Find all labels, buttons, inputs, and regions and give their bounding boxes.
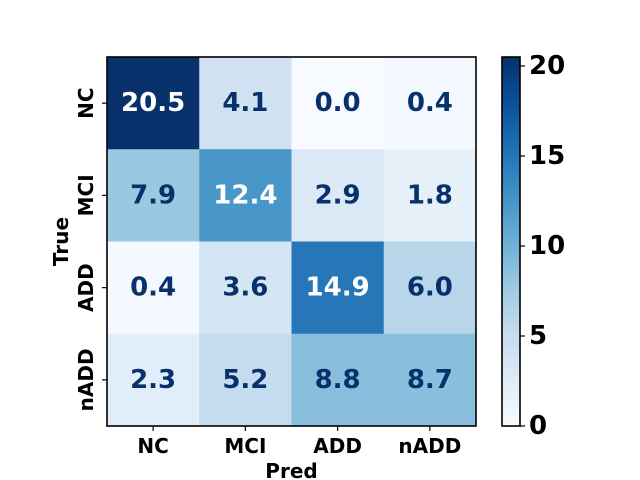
x-tick-label: ADD [313, 434, 362, 458]
heatmap-cell [383, 57, 477, 150]
cell-value-label: 5.2 [222, 365, 268, 395]
x-axis-label: Pred [265, 459, 317, 480]
heatmap-cell [107, 149, 200, 242]
heatmap-cell [291, 333, 385, 427]
heatmap-cell [291, 149, 385, 242]
cell-value-label: 2.9 [315, 180, 361, 210]
heatmap-cell [107, 333, 200, 427]
colorbar-tick-label: 15 [529, 141, 565, 171]
y-axis-ticks: NC MCI ADD nADD [74, 87, 107, 411]
heatmap-cell [383, 149, 477, 242]
cell-value-label: 8.7 [407, 365, 453, 395]
heatmap-cell [199, 333, 292, 427]
colorbar-tick-label: 20 [529, 51, 565, 81]
cell-value-label: 7.9 [130, 180, 176, 210]
cell-value-label: 12.4 [213, 180, 277, 210]
heatmap-cell [291, 57, 385, 150]
y-tick-label: ADD [74, 263, 98, 312]
cell-value-label: 6.0 [407, 273, 453, 303]
cell-value-label: 1.8 [407, 180, 453, 210]
cell-value-label: 4.1 [222, 88, 268, 118]
y-tick-label: MCI [74, 174, 98, 216]
y-tick-label: NC [74, 87, 98, 118]
colorbar-tick-label: 0 [529, 411, 547, 441]
heatmap-cell [107, 57, 200, 150]
x-axis-ticks: NC MCI ADD nADD [137, 426, 461, 458]
cell-value-label: 0.0 [315, 88, 361, 118]
cell-value-labels: 20.5 4.1 0.0 0.4 7.9 12.4 2.9 1.8 0.4 3.6 14.9 6.0 2… [121, 88, 453, 395]
cell-value-label: 14.9 [306, 273, 370, 303]
x-tick-label: NC [137, 434, 168, 458]
cell-value-label: 20.5 [121, 88, 185, 118]
x-tick-label: MCI [224, 434, 266, 458]
colorbar [501, 56, 521, 427]
y-axis-label: True [49, 217, 73, 266]
heatmap-cell [383, 241, 477, 335]
heatmap-cell [107, 241, 200, 335]
heatmap-cell [291, 241, 385, 335]
heatmap-cells [107, 57, 477, 427]
x-tick-label: nADD [398, 434, 461, 458]
heatmap-cell [199, 241, 292, 335]
colorbar-ticks: 0 5 10 15 20 [520, 51, 565, 441]
heatmap-cell [383, 333, 477, 427]
cell-value-label: 3.6 [222, 273, 268, 303]
plot-frame [106, 56, 477, 427]
heatmap-cell [199, 149, 292, 242]
y-tick-label: nADD [74, 348, 98, 411]
cell-value-label: 2.3 [130, 365, 176, 395]
cell-value-label: 0.4 [407, 88, 453, 118]
colorbar-tick-label: 10 [529, 231, 565, 261]
heatmap-cell [199, 57, 292, 150]
colorbar-tick-label: 5 [529, 321, 547, 351]
cell-value-label: 0.4 [130, 273, 176, 303]
cell-value-label: 8.8 [315, 365, 361, 395]
